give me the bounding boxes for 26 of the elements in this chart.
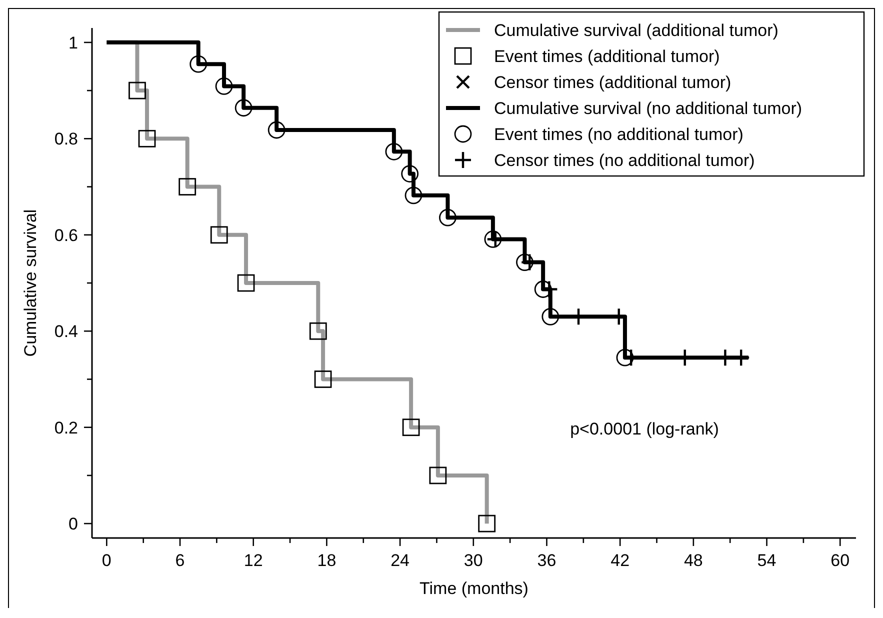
legend-label: Cumulative survival (no additional tumor) <box>494 99 802 118</box>
x-tick-label: 0 <box>102 551 112 570</box>
x-tick-label: 30 <box>464 551 483 570</box>
y-tick-label: 0.6 <box>54 226 78 245</box>
y-axis-title: Cumulative survival <box>21 209 40 357</box>
legend-label: Event times (no additional tumor) <box>494 125 744 144</box>
legend-label: Cumulative survival (additional tumor) <box>494 21 778 40</box>
y-tick-label: 0.8 <box>54 130 78 149</box>
x-tick-label: 60 <box>830 551 850 570</box>
legend-label: Event times (additional tumor) <box>494 47 720 66</box>
x-tick-label: 54 <box>757 551 776 570</box>
x-tick-label: 48 <box>684 551 703 570</box>
x-tick-label: 18 <box>317 551 336 570</box>
legend-label: Censor times (additional tumor) <box>494 73 732 92</box>
x-axis-title: Time (months) <box>420 579 528 598</box>
x-tick-label: 12 <box>244 551 263 570</box>
y-tick-label: 0.4 <box>54 322 78 342</box>
x-tick-label: 42 <box>610 551 630 570</box>
x-tick-label: 24 <box>390 551 410 570</box>
y-tick-label: 0.2 <box>54 418 78 438</box>
x-tick-label: 6 <box>175 551 185 570</box>
legend-label: Censor times (no additional tumor) <box>494 151 755 170</box>
x-tick-label: 36 <box>537 551 556 570</box>
y-tick-label: 1 <box>68 33 78 52</box>
annotation: p<0.0001 (log-rank) <box>570 420 719 439</box>
y-tick-label: 0 <box>68 514 78 534</box>
